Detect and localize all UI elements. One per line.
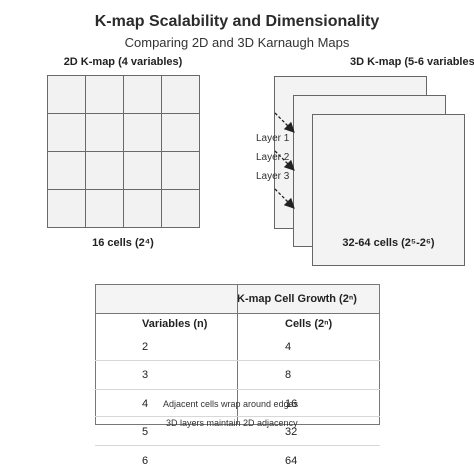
- kmap-3d-layer-front: [312, 114, 465, 266]
- table-cell-cells: 8: [285, 369, 292, 381]
- layer-label-1: Layer 1: [256, 133, 290, 144]
- kmap-2d-caption: 16 cells (2⁴): [92, 237, 154, 249]
- kmap-2d-cell: [161, 75, 200, 114]
- table-row-divider: [95, 445, 380, 446]
- table-cell-variables: 6: [142, 455, 149, 467]
- note-wrap-around: Adjacent cells wrap around edges: [163, 399, 299, 409]
- table-cell-cells: 32: [285, 426, 298, 438]
- layer-arrows: [274, 112, 295, 209]
- layer-label-2: Layer 2: [256, 152, 290, 163]
- layer-arrow-1: [274, 112, 295, 133]
- table-cell-variables: 3: [142, 369, 149, 381]
- kmap-2d-cell: [85, 113, 124, 152]
- kmap-2d-cell: [47, 189, 86, 228]
- table-row-divider: [95, 416, 380, 417]
- table-cell-variables: 5: [142, 426, 149, 438]
- layer-arrow-2: [274, 150, 295, 171]
- table-cell-cells: 4: [285, 341, 292, 353]
- kmap-2d-cell: [123, 151, 162, 190]
- kmap-2d-cell: [123, 189, 162, 228]
- table-cell-cells: 64: [285, 455, 298, 467]
- kmap-2d-cell: [161, 113, 200, 152]
- kmap-2d-cell: [85, 189, 124, 228]
- table-row-divider: [95, 360, 380, 361]
- kmap-2d-cell: [161, 151, 200, 190]
- table-header-variables: Variables (n): [142, 318, 208, 330]
- page-title: K-map Scalability and Dimensionality: [94, 13, 380, 30]
- table-row-divider: [95, 389, 380, 390]
- kmap-2d-cell: [161, 189, 200, 228]
- note-3d-adjacency: 3D layers maintain 2D adjacency: [166, 418, 298, 428]
- table-cell-variables: 4: [142, 398, 149, 410]
- table-cell-variables: 2: [142, 341, 149, 353]
- kmap-2d-cell: [47, 151, 86, 190]
- kmap-2d-title: 2D K-map (4 variables): [63, 56, 183, 68]
- page-subtitle: Comparing 2D and 3D Karnaugh Maps: [124, 35, 350, 50]
- kmap-2d-cell: [47, 113, 86, 152]
- layer-label-3: Layer 3: [256, 171, 290, 182]
- kmap-3d-title: 3D K-map (5-6 variables): [350, 56, 474, 68]
- kmap-2d-cell: [85, 151, 124, 190]
- table-column-divider: [237, 284, 238, 425]
- table-title: K-map Cell Growth (2ⁿ): [237, 293, 357, 305]
- table-cell-cells: 16: [285, 398, 298, 410]
- kmap-2d-cell: [47, 75, 86, 114]
- kmap-2d-cell: [85, 75, 124, 114]
- kmap-3d-caption: 32-64 cells (2⁵-2⁶): [342, 237, 435, 249]
- kmap-2d-cell: [123, 75, 162, 114]
- layer-arrow-3: [274, 188, 295, 209]
- kmap-2d-grid: [47, 75, 200, 228]
- kmap-2d-cell: [123, 113, 162, 152]
- table-header-cells: Cells (2ⁿ): [285, 318, 333, 330]
